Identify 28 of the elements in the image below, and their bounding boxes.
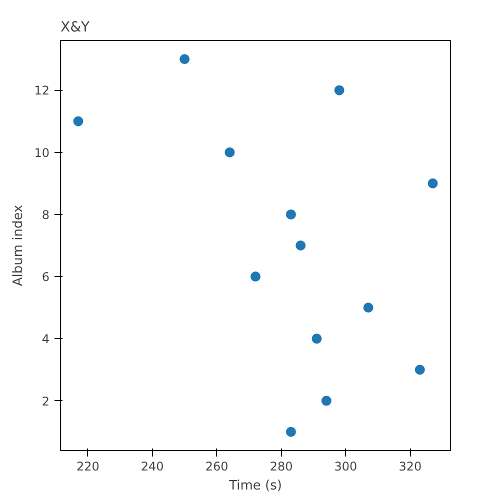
point [286,426,296,437]
x-tick-label: 320 [398,460,422,474]
point [250,272,260,282]
x-tick-label: 300 [334,460,358,474]
y-axis-title: Album index [11,204,26,286]
point [296,240,306,250]
y-tick-label: 6 [42,270,50,284]
point [224,147,235,158]
chart-title: X&Y [60,20,90,36]
x-axis-title: Time (s) [228,478,282,494]
point [180,54,190,64]
point [312,334,322,344]
y-tick-label: 10 [34,146,50,160]
point [428,178,438,188]
x-tick-label: 280 [270,460,293,474]
point [414,364,425,375]
y-tick-label: 12 [34,84,50,98]
x-tick-label: 260 [205,460,228,474]
point [321,396,332,406]
y-tick-label: 2 [42,394,50,408]
y-tick-label: 4 [42,332,50,346]
x-tick-label: 220 [76,460,100,474]
point [286,209,296,220]
point [73,116,84,126]
point [334,85,344,96]
y-tick-label: 8 [42,208,50,222]
x-tick-label: 240 [140,460,164,474]
point [363,302,374,313]
